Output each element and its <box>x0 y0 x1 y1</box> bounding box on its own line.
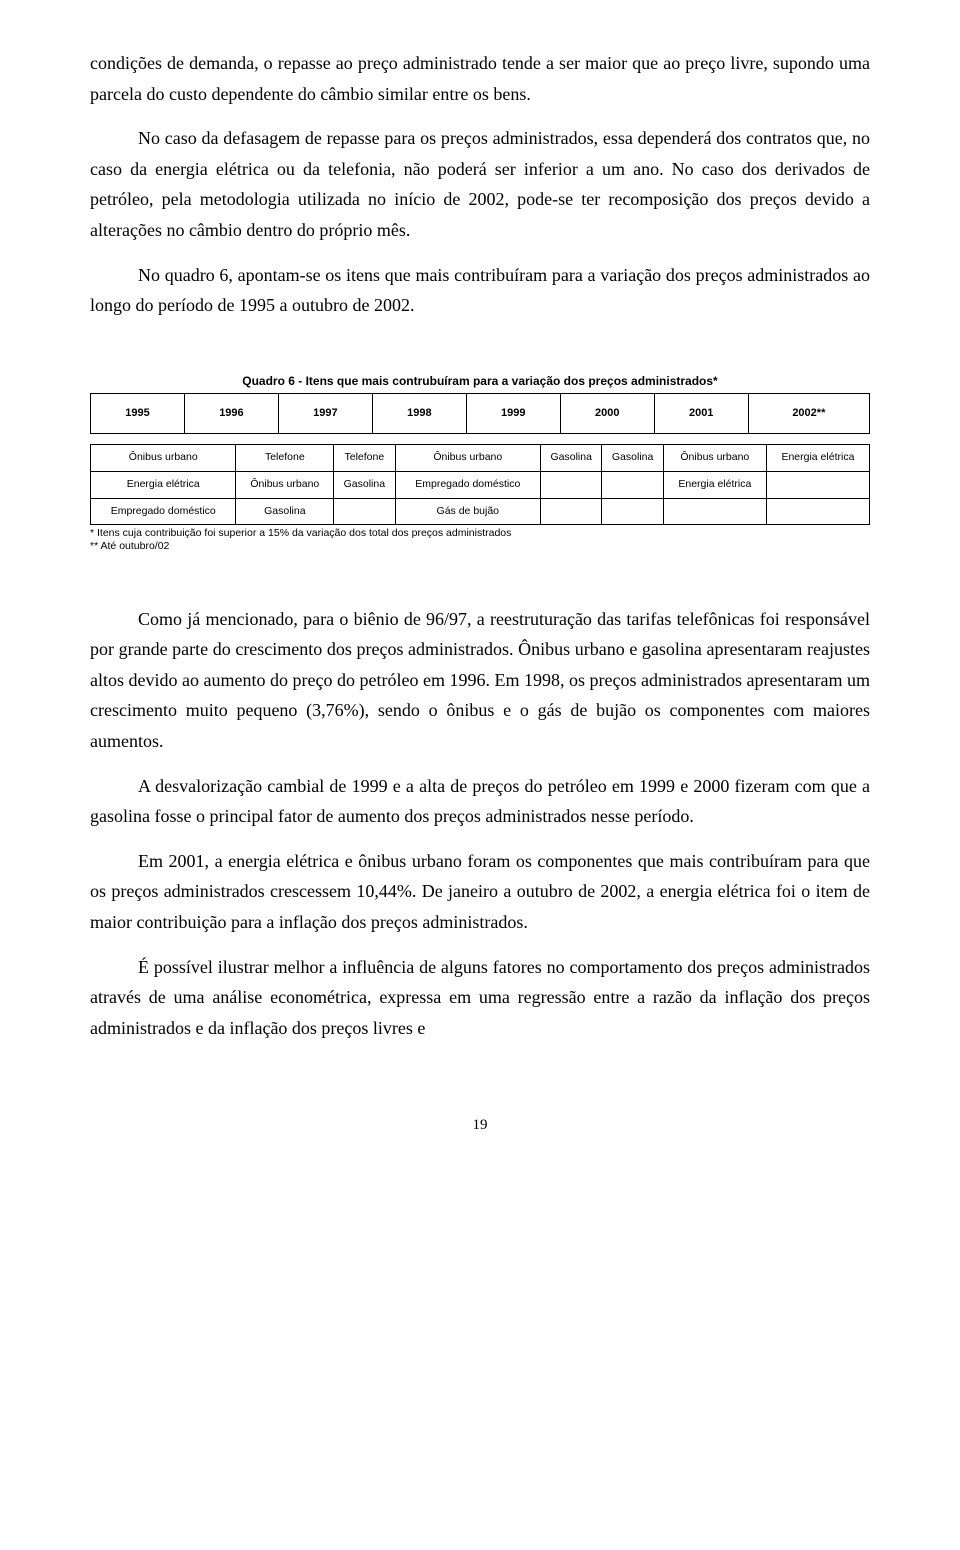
footnote-2: ** Até outubro/02 <box>90 540 870 553</box>
cell <box>602 471 663 498</box>
table-row: Energia elétrica Ônibus urbano Gasolina … <box>91 471 870 498</box>
cell: Ônibus urbano <box>91 444 236 471</box>
year-col-1995: 1995 <box>91 394 185 434</box>
cell: Gasolina <box>602 444 663 471</box>
cell: Telefone <box>334 444 395 471</box>
cell: Empregado doméstico <box>395 471 540 498</box>
cell: Telefone <box>236 444 334 471</box>
paragraph-3: No quadro 6, apontam-se os itens que mai… <box>90 260 870 321</box>
paragraph-2: No caso da defasagem de repasse para os … <box>90 123 870 245</box>
cell: Energia elétrica <box>91 471 236 498</box>
cell: Ônibus urbano <box>236 471 334 498</box>
cell: Ônibus urbano <box>663 444 766 471</box>
cell: Gás de bujão <box>395 498 540 525</box>
year-col-2001: 2001 <box>654 394 748 434</box>
cell <box>541 471 602 498</box>
year-col-2002: 2002** <box>748 394 869 434</box>
cell: Energia elétrica <box>766 444 869 471</box>
cell: Gasolina <box>334 471 395 498</box>
cell <box>766 471 869 498</box>
cell <box>602 498 663 525</box>
cell: Energia elétrica <box>663 471 766 498</box>
cell <box>766 498 869 525</box>
paragraph-7: É possível ilustrar melhor a influência … <box>90 952 870 1044</box>
cell: Ônibus urbano <box>395 444 540 471</box>
table-items: Ônibus urbano Telefone Telefone Ônibus u… <box>90 444 870 526</box>
table-row: Empregado doméstico Gasolina Gás de bujã… <box>91 498 870 525</box>
paragraph-1: condições de demanda, o repasse ao preço… <box>90 48 870 109</box>
page-number: 19 <box>90 1113 870 1139</box>
year-col-2000: 2000 <box>560 394 654 434</box>
paragraph-4: Como já mencionado, para o biênio de 96/… <box>90 604 870 757</box>
table-caption: Quadro 6 - Itens que mais contrubuíram p… <box>90 371 870 391</box>
cell: Gasolina <box>236 498 334 525</box>
year-col-1998: 1998 <box>372 394 466 434</box>
year-col-1996: 1996 <box>184 394 278 434</box>
table-years-header: 1995 1996 1997 1998 1999 2000 2001 2002*… <box>90 393 870 434</box>
year-col-1997: 1997 <box>278 394 372 434</box>
table-row: Ônibus urbano Telefone Telefone Ônibus u… <box>91 444 870 471</box>
cell <box>334 498 395 525</box>
paragraph-6: Em 2001, a energia elétrica e ônibus urb… <box>90 846 870 938</box>
footnote-1: * Itens cuja contribuição foi superior a… <box>90 527 870 540</box>
cell: Empregado doméstico <box>91 498 236 525</box>
cell: Gasolina <box>541 444 602 471</box>
table-footnotes: * Itens cuja contribuição foi superior a… <box>90 527 870 553</box>
year-col-1999: 1999 <box>466 394 560 434</box>
cell <box>541 498 602 525</box>
cell <box>663 498 766 525</box>
paragraph-5: A desvalorização cambial de 1999 e a alt… <box>90 771 870 832</box>
